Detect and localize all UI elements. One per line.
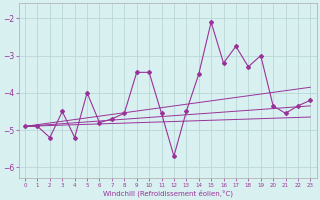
X-axis label: Windchill (Refroidissement éolien,°C): Windchill (Refroidissement éolien,°C) (103, 189, 233, 197)
